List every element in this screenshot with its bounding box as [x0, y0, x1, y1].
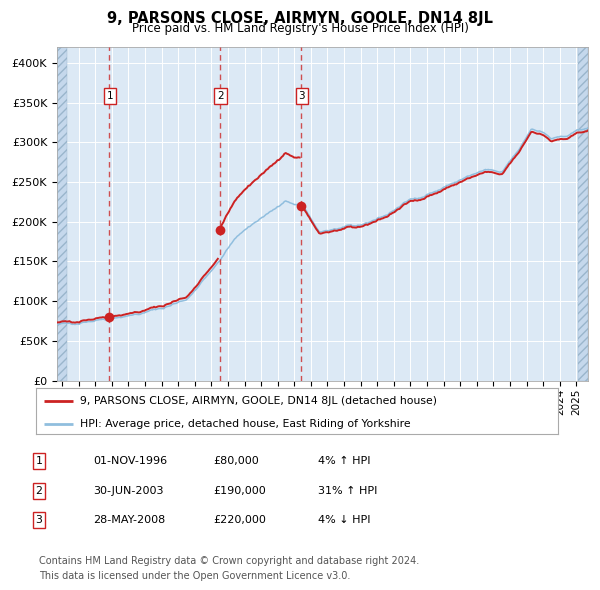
Text: 3: 3: [299, 91, 305, 101]
Text: HPI: Average price, detached house, East Riding of Yorkshire: HPI: Average price, detached house, East…: [80, 418, 411, 428]
Text: 3: 3: [35, 516, 43, 525]
Text: £220,000: £220,000: [213, 516, 266, 525]
Text: 2: 2: [217, 91, 224, 101]
Text: 9, PARSONS CLOSE, AIRMYN, GOOLE, DN14 8JL (detached house): 9, PARSONS CLOSE, AIRMYN, GOOLE, DN14 8J…: [80, 395, 437, 405]
Text: 9, PARSONS CLOSE, AIRMYN, GOOLE, DN14 8JL: 9, PARSONS CLOSE, AIRMYN, GOOLE, DN14 8J…: [107, 11, 493, 25]
Text: This data is licensed under the Open Government Licence v3.0.: This data is licensed under the Open Gov…: [39, 571, 350, 581]
Text: 01-NOV-1996: 01-NOV-1996: [93, 457, 167, 466]
Text: Price paid vs. HM Land Registry's House Price Index (HPI): Price paid vs. HM Land Registry's House …: [131, 22, 469, 35]
Text: 4% ↑ HPI: 4% ↑ HPI: [318, 457, 371, 466]
Text: £80,000: £80,000: [213, 457, 259, 466]
Bar: [578, 47, 588, 381]
Text: £190,000: £190,000: [213, 486, 266, 496]
Text: 1: 1: [35, 457, 43, 466]
Bar: [57, 47, 67, 381]
Text: 28-MAY-2008: 28-MAY-2008: [93, 516, 165, 525]
Text: 30-JUN-2003: 30-JUN-2003: [93, 486, 163, 496]
Text: 1: 1: [107, 91, 113, 101]
Text: 31% ↑ HPI: 31% ↑ HPI: [318, 486, 377, 496]
Text: 2: 2: [35, 486, 43, 496]
Text: Contains HM Land Registry data © Crown copyright and database right 2024.: Contains HM Land Registry data © Crown c…: [39, 556, 419, 566]
Text: 4% ↓ HPI: 4% ↓ HPI: [318, 516, 371, 525]
